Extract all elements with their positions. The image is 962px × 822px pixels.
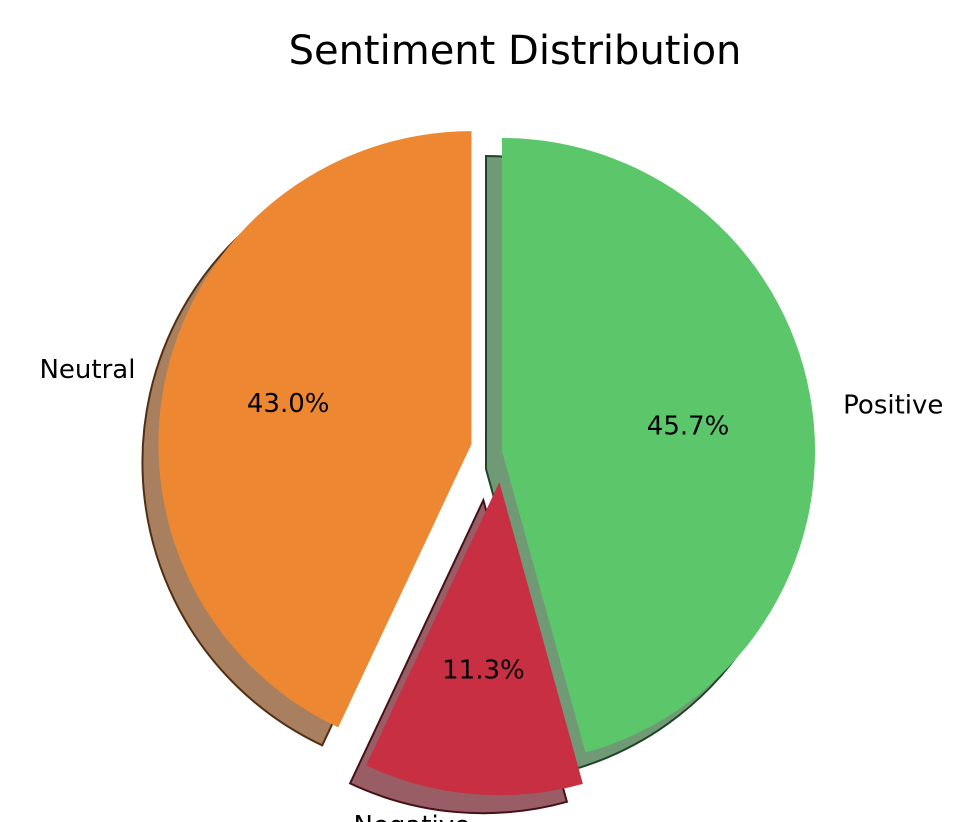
slice-layer	[158, 131, 815, 796]
slice-label-positive: Positive	[843, 391, 943, 421]
chart-title: Sentiment Distribution	[289, 28, 742, 74]
slice-label-negative: Negative	[353, 811, 470, 822]
slice-pct-negative: 11.3%	[442, 655, 525, 685]
slice-positive	[502, 138, 815, 753]
slice-neutral	[158, 131, 472, 728]
slice-label-neutral: Neutral	[39, 355, 135, 385]
label-layer: Positive 45.7% Negative 11.3% Neutral 43.0%	[39, 355, 943, 822]
slice-negative	[366, 482, 583, 796]
slice-pct-neutral: 43.0%	[247, 389, 330, 419]
slice-pct-positive: 45.7%	[647, 412, 730, 442]
